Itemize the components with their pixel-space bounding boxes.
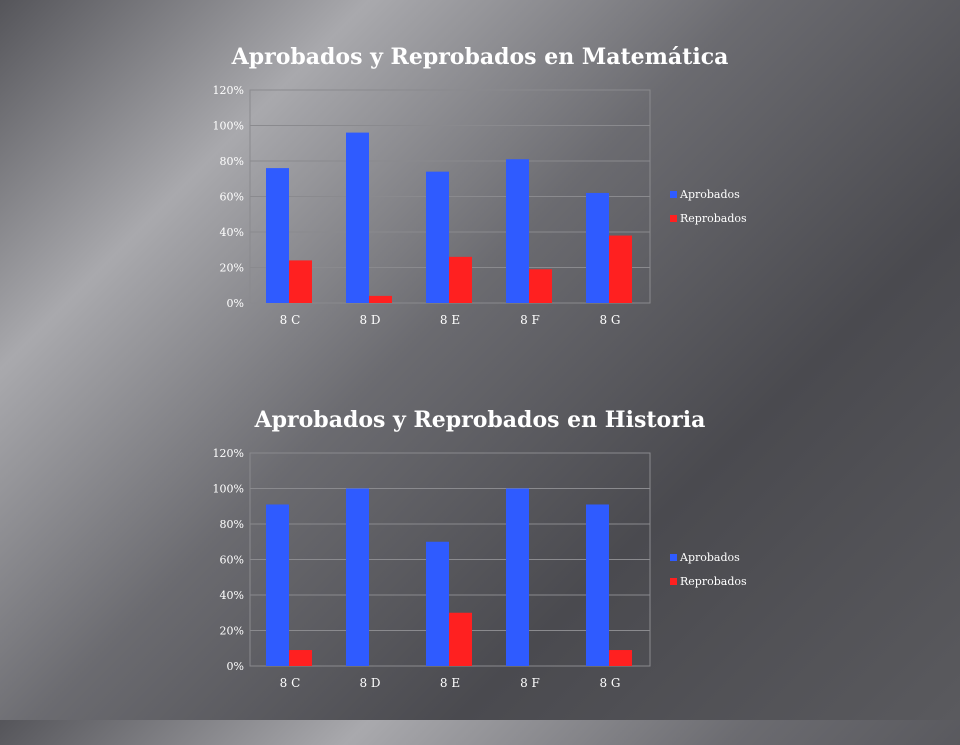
y-tick-label: 20%	[220, 625, 244, 638]
chart-matematica: Aprobados y Reprobados en Matemática 0% 2…	[200, 42, 760, 382]
bar-reprobados-8f	[529, 269, 552, 303]
chart-legend: Aprobados Reprobados	[670, 545, 747, 593]
bar-reprobados-8e	[449, 612, 472, 666]
chart-title: Aprobados y Reprobados en Matemática	[231, 44, 729, 70]
bar-aprobados-8d	[346, 488, 369, 666]
y-tick-label: 100%	[213, 483, 244, 496]
bar-aprobados-8c	[266, 504, 289, 666]
bar-aprobados-8e	[426, 541, 449, 666]
legend-label-reprobados: Reprobados	[680, 574, 747, 588]
bar-aprobados-8f	[506, 159, 529, 303]
y-tick-label: 80%	[220, 518, 244, 531]
legend-item-aprobados: Aprobados	[670, 545, 747, 569]
x-tick-label: 8 F	[520, 313, 540, 327]
x-tick-label: 8 D	[359, 313, 380, 327]
bar-reprobados-8g	[609, 650, 632, 666]
y-tick-label: 80%	[220, 155, 244, 168]
legend-swatch-aprobados	[670, 190, 677, 198]
bar-aprobados-8d	[346, 132, 369, 303]
legend-swatch-reprobados	[670, 577, 677, 585]
x-tick-label: 8 F	[520, 676, 540, 690]
y-tick-label: 0%	[227, 297, 244, 310]
chart-plot: 0% 20% 40% 60% 80% 100% 120% 8 C 8 D 8 E 8 F 8 G	[213, 84, 651, 327]
chart-legend: Aprobados Reprobados	[670, 182, 747, 230]
y-tick-label: 120%	[213, 447, 244, 460]
legend-label-reprobados: Reprobados	[680, 211, 747, 225]
legend-item-reprobados: Reprobados	[670, 206, 747, 230]
y-tick-label: 40%	[220, 226, 244, 239]
bar-aprobados-8f	[506, 488, 529, 666]
y-tick-label: 20%	[220, 262, 244, 275]
y-tick-label: 120%	[213, 84, 244, 97]
y-tick-label: 60%	[220, 191, 244, 204]
bar-reprobados-8g	[609, 235, 632, 303]
legend-swatch-reprobados	[670, 214, 677, 222]
bar-reprobados-8d	[369, 295, 392, 303]
y-tick-label: 0%	[227, 660, 244, 673]
bar-aprobados-8e	[426, 171, 449, 303]
legend-item-reprobados: Reprobados	[670, 569, 747, 593]
x-tick-label: 8 C	[280, 313, 301, 327]
chart-plot: 0% 20% 40% 60% 80% 100% 120% 8 C 8 D 8 E 8 F 8 G	[213, 447, 651, 690]
y-tick-label: 100%	[213, 120, 244, 133]
bar-reprobados-8c	[289, 260, 312, 303]
bar-reprobados-8e	[449, 256, 472, 303]
legend-label-aprobados: Aprobados	[680, 550, 740, 564]
x-tick-label: 8 E	[440, 676, 460, 690]
legend-label-aprobados: Aprobados	[680, 187, 740, 201]
bar-reprobados-8c	[289, 650, 312, 666]
chart-title: Aprobados y Reprobados en Historia	[254, 407, 706, 433]
bar-aprobados-8c	[266, 168, 289, 303]
bar-aprobados-8g	[586, 504, 609, 666]
x-tick-label: 8 G	[599, 676, 620, 690]
x-tick-label: 8 E	[440, 313, 460, 327]
legend-item-aprobados: Aprobados	[670, 182, 747, 206]
x-tick-label: 8 C	[280, 676, 301, 690]
bar-aprobados-8g	[586, 192, 609, 303]
x-tick-label: 8 G	[599, 313, 620, 327]
chart-historia: Aprobados y Reprobados en Historia 0% 20%…	[200, 405, 760, 745]
y-tick-label: 40%	[220, 589, 244, 602]
x-tick-label: 8 D	[359, 676, 380, 690]
legend-swatch-aprobados	[670, 553, 677, 561]
y-tick-label: 60%	[220, 554, 244, 567]
